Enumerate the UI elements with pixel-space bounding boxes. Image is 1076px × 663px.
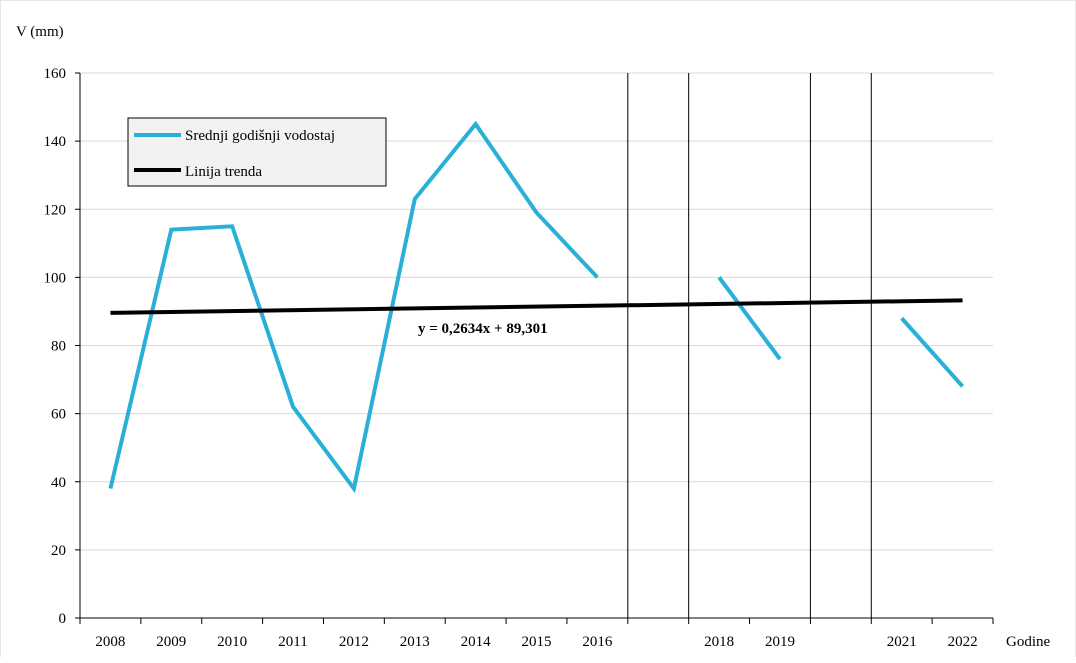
legend-box [127,117,387,187]
y-tick-label-0: 0 [59,611,67,627]
x-tick-label-2018: 2018 [704,634,734,650]
legend-label-trend: Linija trenda [185,164,262,180]
x-tick-label-2016: 2016 [582,634,613,650]
x-tick-label-2019: 2019 [765,634,795,650]
trend-equation: y = 0,2634x + 89,301 [418,321,548,337]
x-tick-label-2013: 2013 [400,634,430,650]
x-tick-label-2011: 2011 [278,634,307,650]
trend-line [110,298,963,315]
legend: Srednji godišnji vodostaj Linija trenda [127,117,387,187]
gap-dividers [627,73,872,618]
y-tick-label-20: 20 [51,543,66,559]
x-tick-label-2012: 2012 [339,634,369,650]
trend-line-group [110,298,963,315]
x-tick-label-2008: 2008 [95,634,125,650]
x-tick-label-2014: 2014 [461,634,492,650]
legend-label-water-level: Srednji godišnji vodostaj [185,128,335,144]
y-tick-label-140: 140 [44,134,67,150]
x-tick-label-2022: 2022 [948,634,978,650]
y-tick-label-40: 40 [51,475,66,491]
series-segment-0 [108,120,599,494]
axes [75,72,994,624]
tick-labels: 0 20 40 60 80 100 120 140 160 2008 2009 2010 2011 201… [44,66,978,650]
x-axis-title: Godine [1006,634,1051,650]
x-tick-label-2015: 2015 [522,634,552,650]
y-tick-label-160: 160 [44,66,67,82]
x-tick-label-2010: 2010 [217,634,247,650]
y-tick-label-100: 100 [44,270,67,286]
y-axis-title: V (mm) [16,24,64,40]
series-segment-2 [900,316,965,388]
y-tick-label-60: 60 [51,407,66,423]
series-segment-1 [717,276,782,361]
x-tick-label-2021: 2021 [887,634,917,650]
x-tick-label-2009: 2009 [156,634,186,650]
series-lines [108,120,965,494]
y-tick-label-80: 80 [51,339,66,355]
y-tick-label-120: 120 [44,202,67,218]
